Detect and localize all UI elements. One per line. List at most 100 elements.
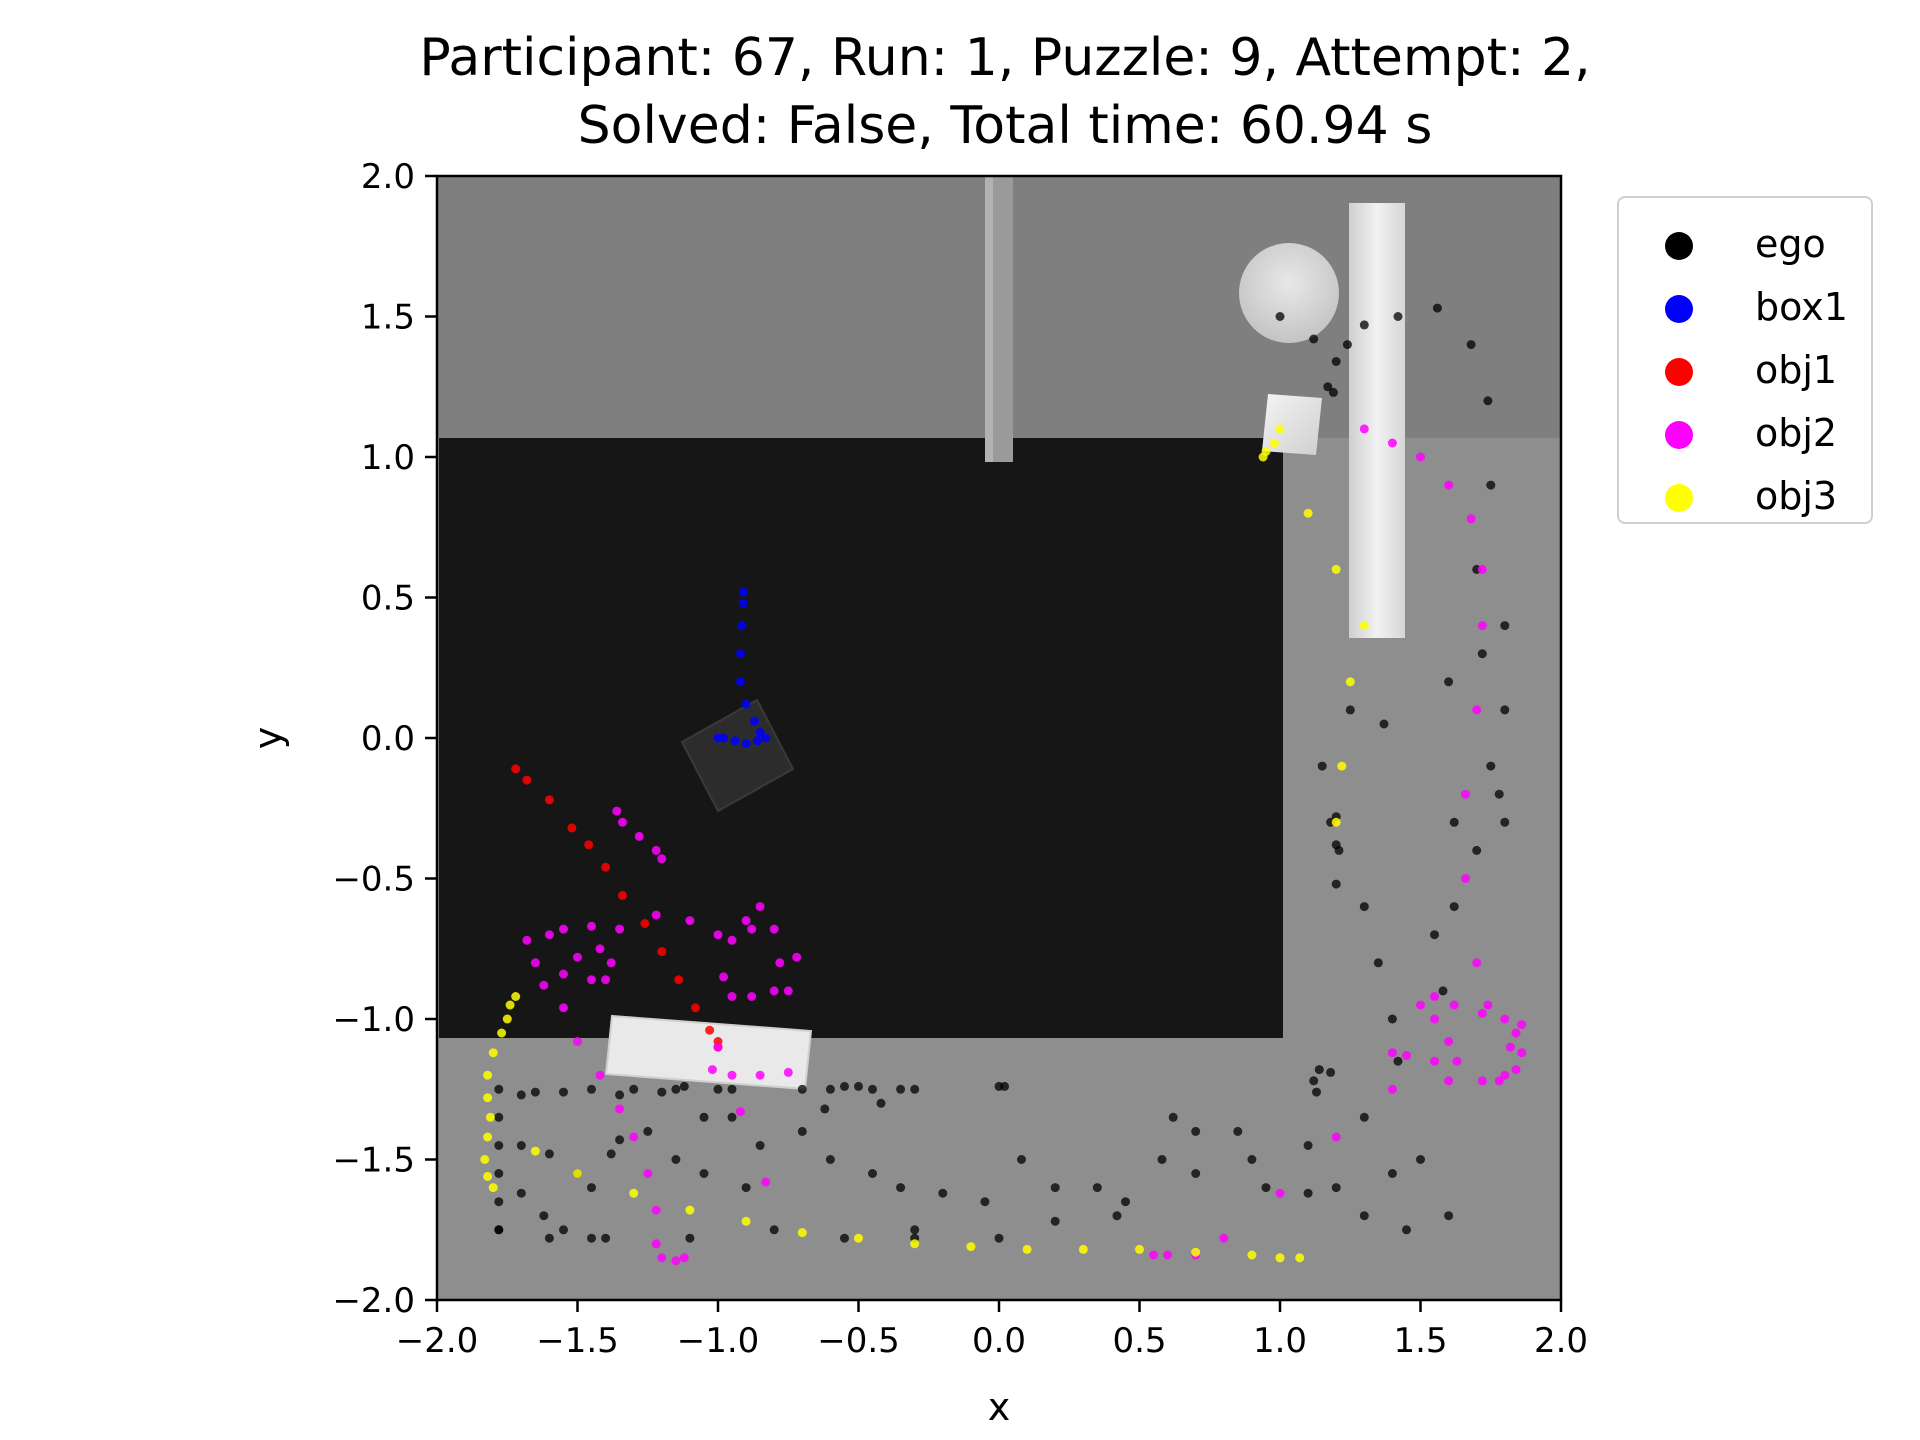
obj2-point (792, 952, 802, 962)
legend-item-box1: box1 (1619, 275, 1875, 335)
dark-floor-region (439, 438, 1283, 1038)
obj2-point (1494, 1076, 1504, 1086)
ego-point (1275, 312, 1285, 321)
ego-point (755, 1141, 765, 1150)
ego-point (1477, 649, 1487, 659)
obj1-point (705, 1025, 715, 1035)
ego-point (713, 1084, 723, 1094)
ego-point (1191, 1126, 1201, 1136)
legend: ego box1 obj1 obj2 obj3 (1617, 196, 1873, 524)
box1-point (752, 736, 762, 746)
ego-point (1309, 1076, 1319, 1086)
obj2-point (713, 1042, 723, 1052)
obj2-point (587, 921, 596, 931)
obj2-point (643, 1169, 653, 1178)
obj3-point (488, 1048, 498, 1058)
ego-point (494, 1112, 504, 1122)
ego-point (1331, 357, 1341, 366)
obj2-point (727, 1070, 737, 1080)
obj2-point (755, 902, 765, 912)
ego-point (559, 1225, 568, 1235)
obj2-point (1275, 1188, 1285, 1198)
ego-point (797, 1084, 807, 1094)
box1-point (736, 649, 745, 659)
obj3-point (1135, 1244, 1144, 1254)
obj3-point (505, 1000, 515, 1010)
obj1-point (691, 1003, 700, 1013)
ego-point (516, 1141, 526, 1150)
ego-point (1359, 902, 1369, 912)
wall-segment (1349, 203, 1405, 638)
ego-point (1449, 902, 1459, 912)
obj2-point (747, 992, 757, 1001)
legend-marker-icon (1665, 358, 1693, 386)
legend-marker-icon (1665, 421, 1693, 449)
x-tick-label: 1.5 (1393, 1321, 1447, 1361)
obj3-point (1269, 438, 1279, 448)
ego-point (896, 1183, 906, 1193)
obj2-point (1477, 1076, 1487, 1086)
legend-label: obj1 (1755, 348, 1838, 392)
ego-point (1494, 789, 1504, 799)
obj2-point (1452, 1056, 1462, 1066)
ego-point (587, 1233, 596, 1243)
x-tick-label: −2.0 (396, 1321, 479, 1361)
obj2-point (671, 1256, 681, 1266)
x-tick-label: −1.0 (677, 1321, 760, 1361)
ego-point (1168, 1112, 1178, 1122)
ego-point (1373, 958, 1383, 968)
obj1-point (567, 823, 577, 833)
obj3-point (1331, 564, 1341, 574)
obj2-point (769, 924, 779, 934)
obj2-point (1416, 452, 1425, 462)
obj2-point (1359, 424, 1369, 434)
ego-point (530, 1087, 540, 1097)
obj2-point (522, 935, 532, 945)
y-axis-ticks: −2.0 −1.5 −1.0 −0.5 0.0 0.5 1.0 1.5 2.0 (332, 157, 437, 1321)
obj2-point (775, 958, 785, 968)
obj3-point (502, 1014, 512, 1024)
ego-point (1466, 340, 1476, 350)
ego-point (685, 1233, 695, 1243)
ego-point (1326, 1067, 1336, 1077)
ego-point (671, 1084, 681, 1094)
y-tick-label: 2.0 (361, 157, 415, 197)
ego-point (1393, 1056, 1403, 1066)
obj3-point (1303, 508, 1313, 518)
obj2-point (615, 924, 625, 934)
ego-point (1328, 387, 1338, 397)
ego-point (1359, 1112, 1369, 1122)
ego-point (840, 1081, 849, 1091)
ego-point (1312, 1087, 1321, 1097)
ego-point (516, 1090, 526, 1100)
obj3-point (685, 1205, 695, 1215)
ego-point (994, 1233, 1004, 1243)
box1-point (713, 733, 723, 743)
ego-point (910, 1225, 920, 1235)
obj3-point (480, 1155, 490, 1164)
obj2-point (1387, 438, 1397, 448)
ego-point (494, 1225, 504, 1235)
ego-point (1303, 1188, 1313, 1198)
obj2-point (595, 944, 605, 954)
obj1-point (657, 947, 667, 957)
ego-point (1247, 1155, 1257, 1164)
obj2-point (713, 930, 723, 940)
ego-point (606, 1149, 616, 1159)
obj3-point (1275, 424, 1285, 434)
obj2-point (1444, 480, 1454, 490)
ego-point (1050, 1183, 1060, 1193)
obj2-point (1511, 1065, 1521, 1075)
legend-label: ego (1755, 222, 1826, 266)
obj2-point (1430, 1014, 1439, 1024)
ego-point (1261, 1183, 1271, 1193)
obj3-point (1247, 1250, 1257, 1260)
obj3-point (629, 1188, 639, 1198)
obj2-point (736, 1107, 745, 1117)
x-tick-label: −1.5 (536, 1321, 619, 1361)
ego-point (910, 1084, 920, 1094)
obj2-point (1461, 874, 1470, 883)
obj2-point (1387, 1084, 1397, 1094)
ego-point (544, 1233, 554, 1243)
ego-point (797, 1126, 807, 1136)
